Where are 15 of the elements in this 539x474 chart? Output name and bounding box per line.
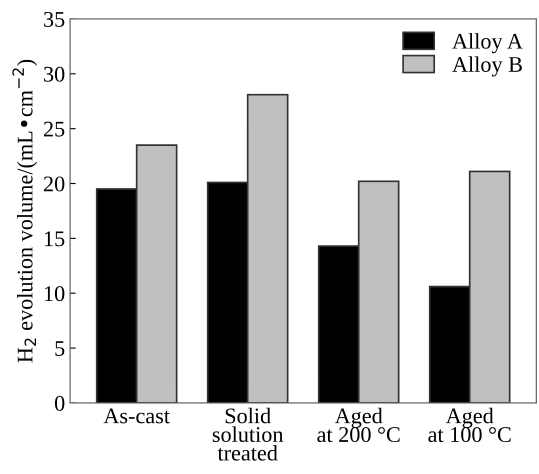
x-tick-label: As-cast bbox=[104, 408, 170, 424]
y-tick-label: 20 bbox=[44, 176, 64, 192]
y-axis-title: H$_{2}$ evolution volume/(mL•cm$^{−2}$) bbox=[12, 60, 38, 363]
x-tick-label: Aged at 100 °C bbox=[428, 408, 511, 442]
y-tick-label: 5 bbox=[55, 341, 64, 356]
y-tick-label: 30 bbox=[44, 66, 64, 82]
y-tick-label: 35 bbox=[44, 12, 64, 27]
x-tick-label: Aged at 200 °C bbox=[317, 408, 400, 442]
y-tick-label: 15 bbox=[44, 231, 64, 246]
x-tick-label: Solid solution treated bbox=[212, 408, 284, 461]
y-tick-label: 0 bbox=[54, 396, 64, 411]
y-tick-label: 25 bbox=[44, 122, 64, 137]
legend-label: Alloy B bbox=[452, 56, 522, 77]
y-tick-label: 10 bbox=[44, 286, 64, 302]
legend-label: Alloy A bbox=[452, 33, 523, 54]
